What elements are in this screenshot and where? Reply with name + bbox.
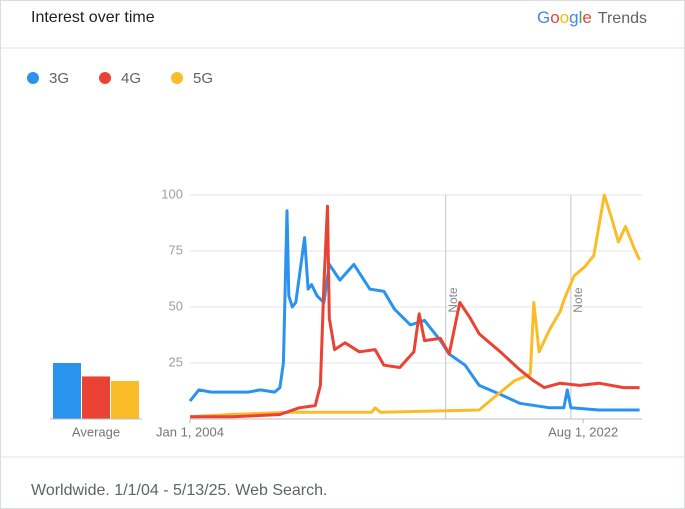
legend-label: 5G: [193, 70, 213, 87]
legend-label: 4G: [121, 70, 141, 87]
note-label: Note: [571, 287, 585, 313]
y-tick-label: 50: [169, 298, 183, 313]
average-bar: [53, 363, 81, 419]
legend-swatch: [27, 72, 39, 84]
series-line: [190, 204, 640, 419]
x-tick-label: Jan 1, 2004: [156, 424, 224, 439]
y-tick-label: 25: [169, 354, 183, 369]
legend-label: 3G: [49, 70, 69, 87]
legend-swatch: [171, 72, 184, 84]
y-tick-label: 75: [169, 242, 183, 257]
average-label: Average: [72, 424, 120, 439]
average-bar: [82, 376, 110, 419]
series-line: [189, 193, 641, 419]
average-bar: [111, 380, 139, 419]
logo-product: Trends: [598, 10, 647, 27]
series-line: [188, 209, 640, 412]
footer-text: Worldwide. 1/1/04 - 5/13/25. Web Search.: [31, 482, 327, 499]
note-label: Note: [446, 287, 460, 313]
title: Interest over time: [31, 9, 155, 26]
legend-swatch: [99, 72, 112, 84]
y-tick-label: 100: [161, 186, 183, 201]
x-tick-label: Aug 1, 2022: [548, 424, 618, 439]
logo-brand: Google: [537, 8, 592, 27]
